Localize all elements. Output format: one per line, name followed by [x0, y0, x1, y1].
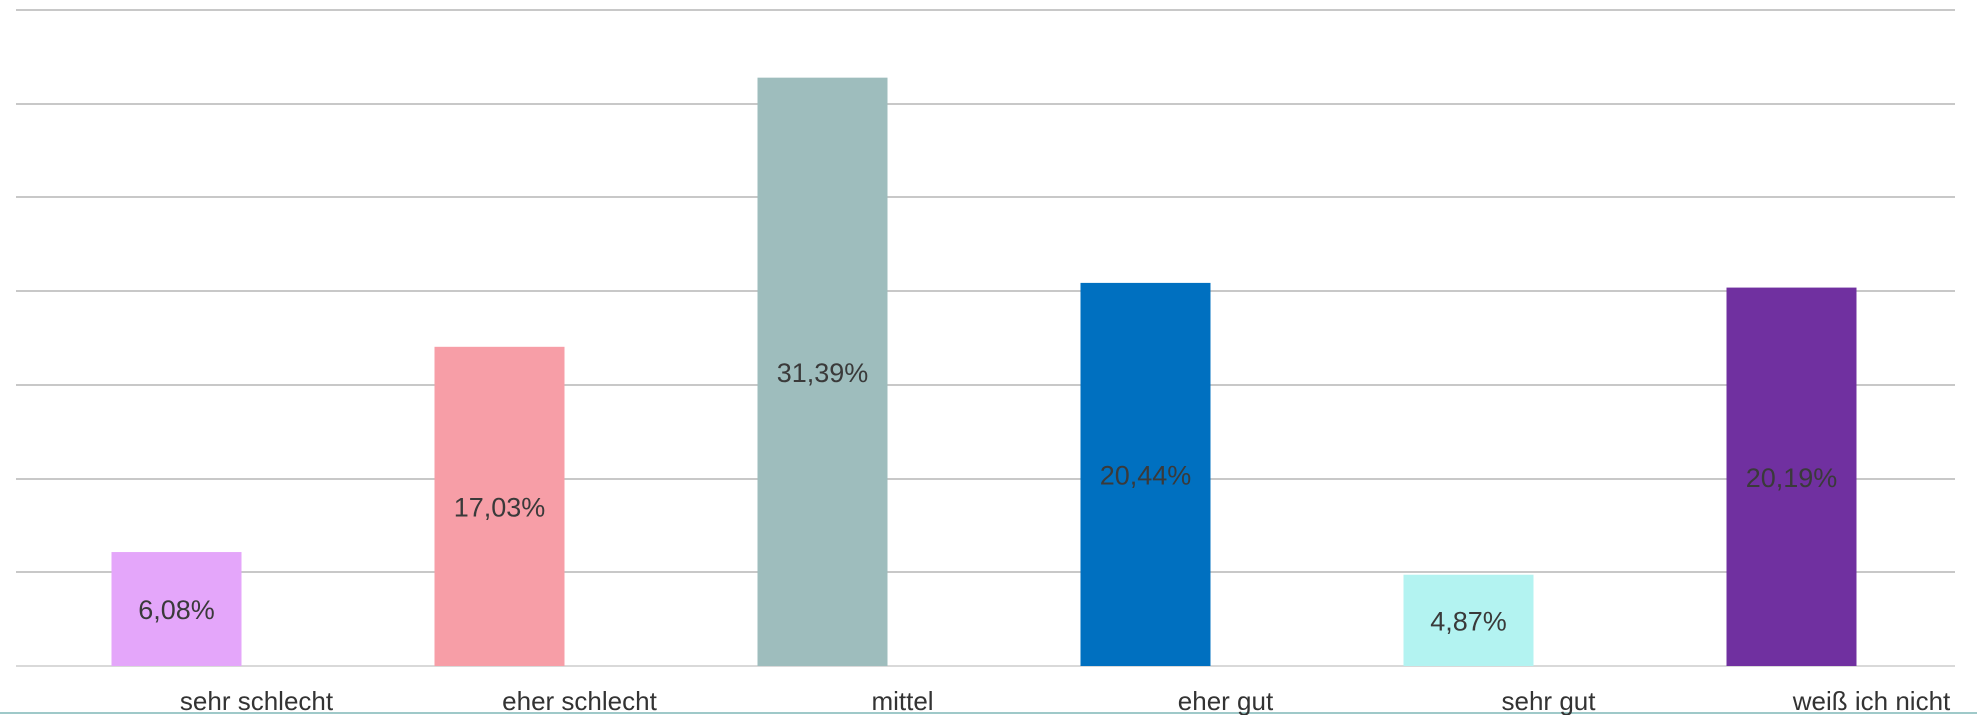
data-label-6: 20,19% — [1746, 463, 1838, 493]
data-label-4: 20,44% — [1100, 460, 1192, 490]
bars — [111, 77, 1857, 666]
gridlines — [0, 9, 1977, 714]
bar-6 — [1726, 287, 1857, 666]
x-tick-label-6: weiß ich nicht — [1792, 686, 1951, 715]
x-tick-label-3: mittel — [871, 686, 933, 715]
data-label-3: 31,39% — [777, 358, 869, 388]
x-tick-label-2: eher schlecht — [502, 686, 657, 715]
data-label-2: 17,03% — [454, 492, 546, 522]
bar-2 — [434, 346, 565, 666]
x-tick-label-1: sehr schlecht — [180, 686, 334, 715]
bar-4 — [1080, 282, 1211, 666]
bar-3 — [757, 77, 888, 666]
data-label-5: 4,87% — [1430, 606, 1507, 636]
bar-5 — [1403, 574, 1534, 666]
data-labels: 6,08% 17,03% 31,39% 20,44% 4,87% 20,19% — [138, 358, 1837, 637]
x-axis-tick-labels: sehr schlecht eher schlecht mittel eher gut… — [180, 686, 1951, 716]
x-tick-label-4: eher gut — [1178, 686, 1274, 715]
x-tick-label-5: sehr gut — [1502, 686, 1597, 715]
bar-1 — [111, 552, 242, 666]
data-label-1: 6,08% — [138, 595, 215, 625]
